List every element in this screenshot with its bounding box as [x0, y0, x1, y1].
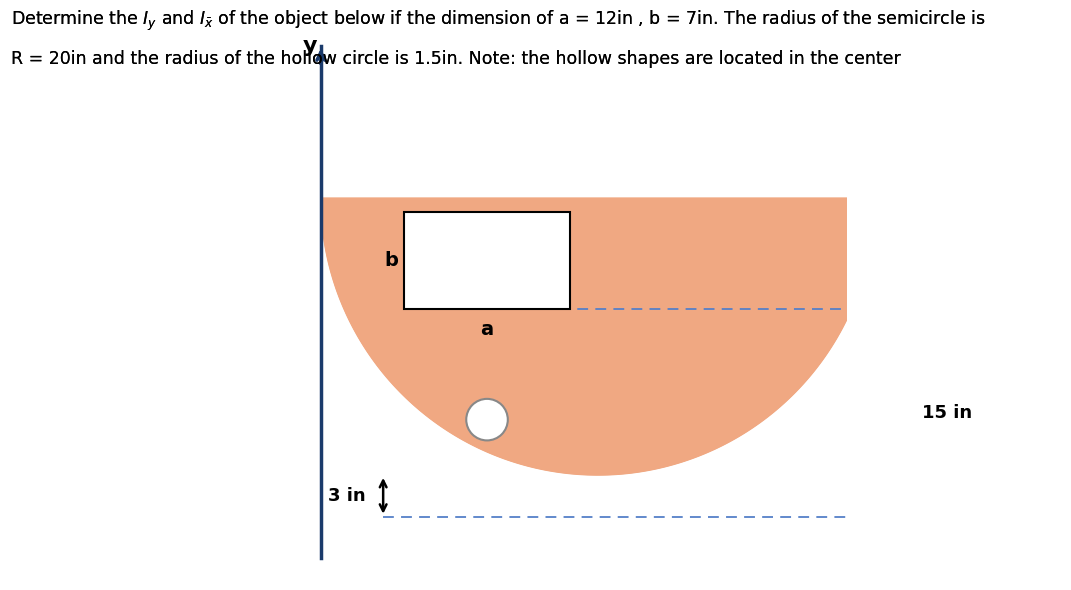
Text: R = 20in and the radius of the hollow circle is 1.5in. Note: the hollow shapes a: R = 20in and the radius of the hollow ci…: [11, 50, 901, 68]
Text: y: y: [302, 36, 317, 55]
Text: 15 in: 15 in: [922, 404, 972, 422]
Text: Determine the $I_y$ and $I_{\bar{x}}$ of the object below if the dimension of a : Determine the $I_y$ and $I_{\bar{x}}$ of…: [11, 9, 985, 33]
Text: 3 in: 3 in: [328, 487, 365, 505]
Text: a: a: [481, 320, 494, 339]
Text: b: b: [384, 251, 398, 270]
Text: R = 20in and the radius of the hollow circle is 1.5in. Note: the hollow shapes a: R = 20in and the radius of the hollow ci…: [11, 50, 901, 68]
Text: Determine the $I_y$ and $I_{\bar{x}}$ of the object below if the dimension of a : Determine the $I_y$ and $I_{\bar{x}}$ of…: [11, 9, 985, 33]
Polygon shape: [321, 198, 875, 475]
Circle shape: [466, 399, 508, 440]
Bar: [404, 212, 570, 309]
